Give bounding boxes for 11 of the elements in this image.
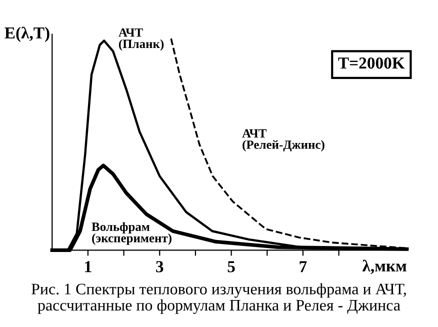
x-tick-label: 7 [300,261,307,272]
x-tick-label: 5 [228,261,235,272]
y-axis-title: E(λ,T) [4,26,50,42]
text: Рис. 1 Спектры теплового излучения вольфрама и АЧТ, рассчитанные по формулам Планка и Релея - Джинса [32,283,406,314]
text: АЧТ (Релей-Джинс) [242,129,324,152]
x-tick-label: 1 [85,261,92,272]
annotation: T=2000K [338,57,405,69]
x-axis-title: λ,мкм [362,260,406,274]
x-tick-label: 3 [156,261,164,272]
series-label: Вольфрам (эксперимент) [92,222,172,245]
series-label: АЧТ (Планк) [118,28,164,51]
